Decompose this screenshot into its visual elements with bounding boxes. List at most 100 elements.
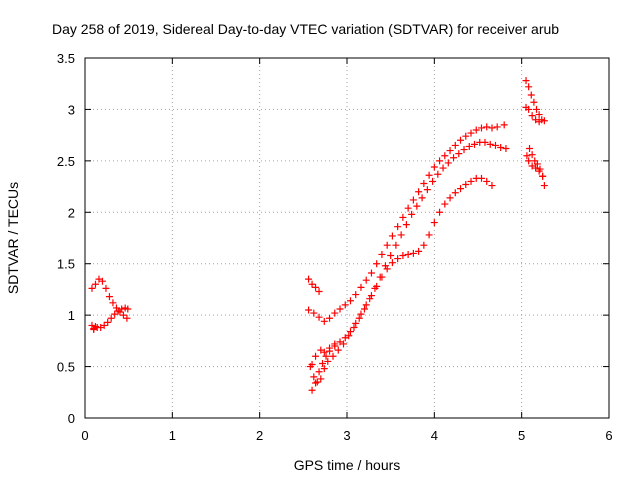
axis-ticks: [84, 57, 610, 419]
data-point: [522, 77, 530, 85]
y-tick-label: 0.5: [57, 360, 75, 375]
chart-title: Day 258 of 2019, Sidereal Day-to-day VTE…: [52, 21, 559, 37]
data-point: [123, 314, 131, 322]
data-point: [346, 328, 354, 336]
data-point: [383, 241, 391, 249]
data-point: [334, 346, 342, 354]
data-point: [399, 251, 407, 259]
data-point: [539, 172, 547, 180]
data-point: [477, 124, 485, 132]
data-point: [319, 359, 327, 367]
series-arc-1a: [88, 275, 131, 322]
data-point: [341, 301, 349, 309]
data-point: [525, 83, 533, 91]
data-point: [462, 132, 470, 140]
y-tick-label: 1: [68, 308, 75, 323]
data-point: [455, 150, 463, 158]
data-point: [467, 177, 475, 185]
data-point: [430, 163, 438, 171]
data-point: [109, 299, 117, 307]
data-point: [373, 260, 381, 268]
data-point: [540, 182, 548, 190]
data-point: [488, 182, 496, 190]
x-tick-label: 4: [431, 428, 438, 443]
data-point: [436, 157, 444, 165]
data-point: [378, 273, 386, 281]
data-point: [357, 310, 365, 318]
data-point: [523, 152, 531, 160]
grid-lines: [85, 58, 609, 418]
data-point: [540, 117, 548, 125]
data-point: [308, 361, 316, 369]
data-point: [388, 232, 396, 240]
data-point: [493, 123, 501, 131]
data-point: [413, 202, 421, 210]
data-point: [326, 314, 334, 322]
data-point: [491, 141, 499, 149]
data-point: [533, 160, 541, 168]
data-point: [465, 142, 473, 150]
data-point: [336, 338, 344, 346]
data-point: [415, 247, 423, 255]
y-tick-label: 1.5: [57, 257, 75, 272]
data-point: [312, 283, 320, 291]
data-point: [451, 141, 459, 149]
data-point: [481, 138, 489, 146]
data-point: [373, 282, 381, 290]
data-point: [528, 151, 536, 159]
data-point: [525, 105, 533, 113]
series-arc-3a: [522, 77, 548, 125]
series-arc-3d: [525, 157, 547, 180]
data-point: [352, 291, 360, 299]
data-point: [91, 322, 99, 330]
data-point: [105, 293, 113, 301]
data-point: [402, 221, 410, 229]
data-point: [378, 250, 386, 258]
data-point: [425, 231, 433, 239]
data-point: [104, 318, 112, 326]
data-point: [312, 379, 320, 387]
y-tick-label: 0: [68, 411, 75, 426]
data-point: [399, 213, 407, 221]
series-arc-2b: [305, 121, 508, 325]
series-arc-2a: [305, 275, 323, 295]
data-point: [315, 313, 323, 321]
data-point: [500, 121, 508, 129]
data-point: [441, 152, 449, 160]
data-point: [350, 323, 358, 331]
data-point: [98, 277, 106, 285]
data-point: [488, 124, 496, 132]
data-point: [119, 311, 127, 319]
data-point: [320, 317, 328, 325]
data-point: [486, 140, 494, 148]
y-tick-label: 3.5: [57, 51, 75, 66]
data-point: [394, 223, 402, 231]
data-point: [313, 378, 321, 386]
data-point: [457, 136, 465, 144]
data-point: [88, 284, 96, 292]
data-point: [415, 188, 423, 196]
data-point: [310, 373, 318, 381]
data-point: [533, 105, 541, 113]
data-point: [535, 118, 543, 126]
data-point: [472, 126, 480, 134]
data-point: [423, 186, 431, 194]
data-point: [526, 145, 534, 153]
data-point: [397, 231, 405, 239]
x-tick-label: 0: [81, 428, 88, 443]
data-point: [446, 147, 454, 155]
data-point: [367, 269, 375, 277]
data-point: [102, 284, 110, 292]
x-tick-label: 6: [605, 428, 612, 443]
data-point: [528, 112, 536, 120]
data-point: [467, 129, 475, 137]
data-point: [91, 280, 99, 288]
data-point: [530, 98, 538, 106]
y-tick-label: 2: [68, 205, 75, 220]
data-point: [418, 194, 426, 202]
data-point: [329, 352, 337, 360]
data-point: [310, 309, 318, 317]
data-point: [387, 251, 395, 259]
data-point: [346, 297, 354, 305]
